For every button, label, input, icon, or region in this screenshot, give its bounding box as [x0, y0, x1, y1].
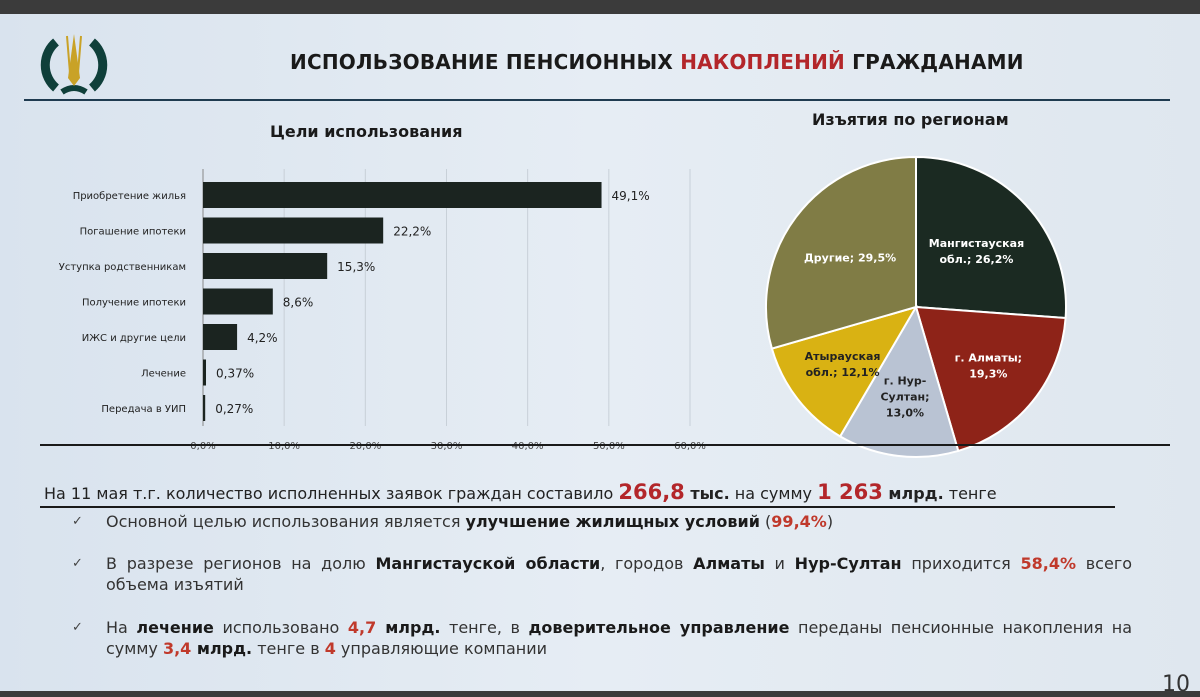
- text-segment: Мангистауской области: [375, 554, 601, 573]
- category-label: Уступка родственникам: [59, 262, 186, 273]
- data-label: 15,3%: [337, 260, 375, 274]
- pie-slice: [765, 155, 917, 350]
- x-tick-label: 30,0%: [431, 441, 463, 452]
- text-segment: тенге в: [252, 639, 325, 658]
- text-segment: улучшение жилищных условий: [465, 512, 760, 531]
- bullet-item: ✓ В разрезе регионов на долю Мангистауско…: [72, 553, 1132, 595]
- text-segment: Основной целью использования является: [106, 512, 466, 531]
- page-number: 10: [1162, 672, 1190, 697]
- bullet-item: ✓ Основной целью использования является у…: [72, 511, 1132, 532]
- logo: [40, 34, 108, 95]
- text-segment: приходится: [901, 554, 1021, 573]
- divider: [40, 444, 1170, 446]
- text-segment: (: [759, 512, 772, 531]
- x-tick-label: 10,0%: [268, 441, 300, 452]
- bar: [203, 324, 238, 350]
- pie-chart-title: Изъятия по регионам: [812, 110, 1009, 129]
- text-segment: 3,4: [162, 639, 192, 658]
- slice-label: г. Алматы; 19,3%: [955, 351, 1022, 380]
- slide: ИСПОЛЬЗОВАНИЕ ПЕНСИОННЫХ НАКОПЛЕНИЙ ГРАЖ…: [0, 14, 1200, 697]
- text-segment: всего объема изъятий: [106, 554, 1133, 594]
- x-tick-label: 0,0%: [190, 441, 215, 452]
- category-label: ИЖС и другие цели: [82, 333, 186, 344]
- data-label: 4,2%: [247, 331, 278, 345]
- text-segment: 58,4%: [1020, 554, 1077, 573]
- text-segment: На 11 мая т.г. количество исполненных за…: [44, 484, 619, 503]
- divider: [40, 506, 1115, 508]
- text-segment: 4: [324, 639, 336, 658]
- x-tick-label: 60,0%: [674, 441, 706, 452]
- text-segment: На: [106, 618, 137, 637]
- text-segment: 99,4%: [771, 512, 827, 531]
- text-segment: на сумму: [729, 484, 818, 503]
- bullet-text: Основной целью использования является ул…: [106, 511, 1132, 532]
- text-segment: млрд.: [191, 639, 253, 658]
- text-segment: 266,8: [618, 480, 685, 504]
- text-segment: доверительное управление: [528, 618, 790, 637]
- pie-slice: [915, 155, 1067, 320]
- summary-text: На 11 мая т.г. количество исполненных за…: [44, 480, 997, 504]
- bar: [203, 288, 273, 315]
- title-text: ГРАЖДАНАМИ: [844, 50, 1024, 74]
- bullet-text: На лечение использовано 4,7 млрд. тенге,…: [106, 617, 1132, 659]
- divider: [24, 99, 1170, 101]
- check-icon: ✓: [72, 556, 83, 571]
- pie-slice: [770, 305, 919, 438]
- data-label: 49,1%: [612, 189, 650, 203]
- check-icon: ✓: [72, 514, 83, 529]
- slice-label: г. Нур-Султан; 13,0%: [880, 374, 929, 419]
- text-segment: тенге, в: [440, 618, 529, 637]
- text-segment: 1 263: [817, 480, 883, 504]
- pie-chart: Мангистауская обл.; 26,2% г. Алматы; 19,3% г…: [765, 155, 1067, 458]
- data-label: 8,6%: [283, 296, 314, 310]
- text-segment: управляющие компании: [335, 639, 548, 658]
- text-segment: тенге: [943, 484, 997, 503]
- text-segment: 4,7: [347, 618, 377, 637]
- bar: [203, 182, 602, 208]
- text-segment: тыс.: [684, 484, 730, 503]
- bar: [203, 253, 328, 279]
- text-segment: млрд.: [376, 618, 441, 637]
- check-icon: ✓: [72, 620, 83, 635]
- bar-chart-title: Цели использования: [270, 122, 463, 141]
- bullet-item: ✓ На лечение использовано 4,7 млрд. тенге…: [72, 617, 1132, 659]
- bar: [203, 395, 206, 421]
- x-tick-label: 50,0%: [593, 441, 625, 452]
- title-text: ИСПОЛЬЗОВАНИЕ ПЕНСИОННЫХ: [290, 50, 681, 74]
- slice-label: Мангистауская обл.; 26,2%: [929, 237, 1024, 266]
- text-segment: млрд.: [882, 484, 944, 503]
- slice-label: Атырауская обл.; 12,1%: [805, 350, 881, 379]
- text-segment: использовано: [213, 618, 348, 637]
- bullet-text: В разрезе регионов на долю Мангистауской…: [106, 553, 1132, 595]
- bar-chart: 0,0% 10,0% 20,0% 30,0% 40,0% 50,0% 60,0% Приобр…: [59, 169, 706, 452]
- category-label: Передача в УИП: [101, 404, 186, 415]
- category-label: Приобретение жилья: [73, 191, 186, 202]
- bar: [203, 359, 207, 386]
- text-segment: лечение: [136, 618, 214, 637]
- x-tick-label: 40,0%: [512, 441, 544, 452]
- text-segment: , городов: [600, 554, 694, 573]
- slice-label: Другие; 29,5%: [804, 251, 896, 264]
- page-title: ИСПОЛЬЗОВАНИЕ ПЕНСИОННЫХ НАКОПЛЕНИЙ ГРАЖ…: [290, 50, 1024, 74]
- data-label: 0,37%: [216, 367, 254, 381]
- text-segment: В разрезе регионов на долю: [106, 554, 376, 573]
- category-label: Получение ипотеки: [82, 298, 186, 309]
- data-label: 22,2%: [393, 225, 431, 239]
- title-highlight: НАКОПЛЕНИЙ: [680, 50, 845, 74]
- text-segment: и: [764, 554, 795, 573]
- text-segment: Нур-Султан: [794, 554, 902, 573]
- data-label: 0,27%: [215, 402, 253, 416]
- x-tick-label: 20,0%: [349, 441, 381, 452]
- bar: [203, 217, 384, 244]
- category-label: Лечение: [141, 369, 186, 380]
- text-segment: переданы пенсионные накопления на сумму: [106, 618, 1133, 658]
- text-segment: ): [826, 512, 834, 531]
- category-label: Погашение ипотеки: [80, 227, 186, 238]
- text-segment: Алматы: [693, 554, 765, 573]
- pie-slice: [838, 304, 960, 458]
